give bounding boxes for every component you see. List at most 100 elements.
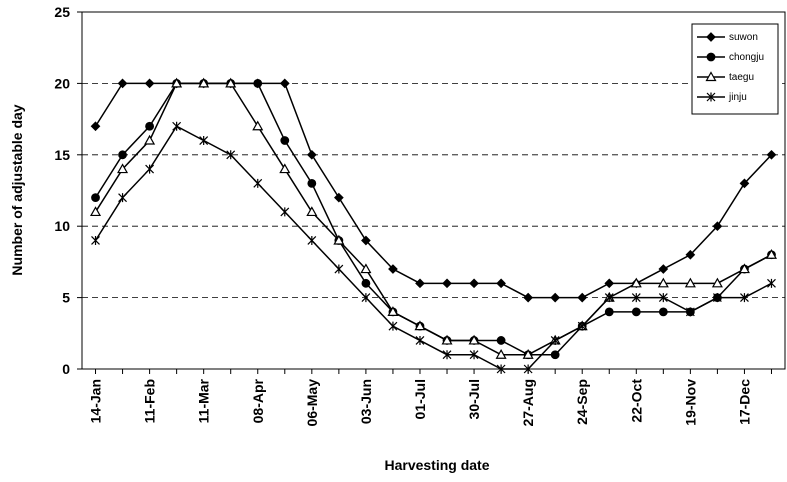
- data-point: [117, 78, 128, 89]
- data-point: [387, 306, 399, 316]
- series-line: [94, 82, 772, 356]
- series-line: [94, 82, 773, 299]
- data-point: [89, 206, 102, 217]
- data-point: [630, 277, 642, 288]
- data-point: [307, 178, 317, 188]
- data-point: [604, 278, 615, 289]
- data-point: [144, 78, 155, 89]
- data-point: [765, 249, 778, 259]
- data-point: [468, 334, 480, 345]
- data-point: [171, 77, 183, 88]
- x-tick-label: 30-Jul: [466, 379, 482, 419]
- data-point: [91, 193, 100, 203]
- legend-marker: [706, 32, 716, 42]
- data-point: [767, 278, 776, 288]
- data-point: [306, 149, 317, 160]
- data-point: [199, 136, 209, 146]
- data-point: [279, 78, 290, 89]
- data-point: [577, 292, 588, 303]
- legend-marker: [705, 71, 717, 82]
- data-point: [496, 278, 506, 289]
- y-tick-label: 15: [54, 147, 70, 163]
- data-point: [225, 77, 237, 88]
- series-line: [94, 125, 772, 370]
- data-point: [658, 264, 669, 274]
- data-point: [631, 307, 641, 317]
- data-point: [117, 163, 129, 174]
- legend-marker: [706, 92, 716, 102]
- data-point: [441, 334, 453, 345]
- data-point: [279, 163, 291, 174]
- data-point: [361, 278, 371, 288]
- data-point: [550, 292, 561, 303]
- data-point: [442, 278, 452, 289]
- legend-label: chongju: [729, 52, 764, 63]
- data-point: [658, 307, 668, 317]
- data-point: [280, 136, 290, 145]
- data-point: [550, 335, 560, 345]
- series-line: [94, 82, 772, 356]
- data-point: [631, 293, 641, 303]
- x-tick-label: 11-Mar: [196, 378, 212, 423]
- legend-label: jinju: [728, 92, 747, 103]
- data-point: [253, 78, 263, 88]
- x-tick-label: 22-Oct: [628, 379, 644, 423]
- x-tick-label: 08-Apr: [250, 378, 266, 423]
- x-tick-label: 03-Jun: [358, 379, 374, 424]
- plot-border: [81, 11, 786, 370]
- x-tick-label: 24-Sep: [574, 379, 590, 425]
- data-point: [604, 307, 614, 317]
- data-point: [333, 234, 345, 245]
- x-tick-label: 01-Jul: [412, 379, 428, 419]
- data-point: [685, 307, 695, 317]
- data-point: [469, 350, 479, 360]
- data-point: [523, 364, 533, 374]
- data-point: [442, 350, 452, 360]
- data-point: [361, 235, 371, 246]
- y-tick-label: 5: [62, 290, 70, 306]
- data-point: [360, 263, 372, 274]
- data-point: [712, 221, 723, 232]
- data-point: [307, 235, 317, 245]
- data-point: [144, 134, 156, 145]
- data-point: [361, 293, 371, 303]
- data-point: [415, 278, 425, 289]
- data-point: [684, 277, 696, 288]
- x-tick-label: 17-Dec: [736, 379, 752, 425]
- legend-label: taegu: [729, 72, 754, 83]
- data-point: [496, 364, 506, 374]
- data-point: [739, 178, 750, 189]
- data-point: [280, 207, 290, 217]
- y-tick-label: 0: [62, 361, 70, 377]
- data-point: [496, 336, 506, 345]
- data-point: [495, 348, 507, 359]
- data-point: [766, 149, 777, 160]
- data-point: [253, 178, 263, 188]
- data-point: [711, 277, 723, 288]
- x-tick-label: 19-Nov: [682, 379, 698, 426]
- legend-marker: [706, 52, 716, 62]
- data-point: [415, 335, 425, 345]
- data-point: [198, 77, 210, 88]
- data-point: [91, 235, 100, 245]
- data-point: [145, 121, 154, 131]
- data-point: [118, 193, 127, 203]
- x-tick-label: 14-Jan: [88, 379, 104, 423]
- y-tick-label: 25: [54, 4, 70, 20]
- data-point: [740, 293, 749, 303]
- data-point: [550, 350, 560, 360]
- x-tick-label: 11-Feb: [142, 379, 158, 423]
- data-point: [334, 264, 344, 274]
- data-point: [226, 150, 236, 160]
- data-point: [738, 263, 750, 274]
- data-point: [90, 121, 101, 132]
- data-point: [306, 206, 318, 217]
- legend-box: [691, 23, 779, 115]
- x-tick-label: 06-May: [304, 379, 320, 427]
- y-tick-label: 10: [54, 218, 70, 234]
- y-axis-title: Number of adjustable day: [9, 104, 25, 275]
- x-tick-label: 27-Aug: [520, 379, 536, 426]
- x-axis-title: Harvesting date: [384, 457, 489, 473]
- data-point: [523, 292, 533, 303]
